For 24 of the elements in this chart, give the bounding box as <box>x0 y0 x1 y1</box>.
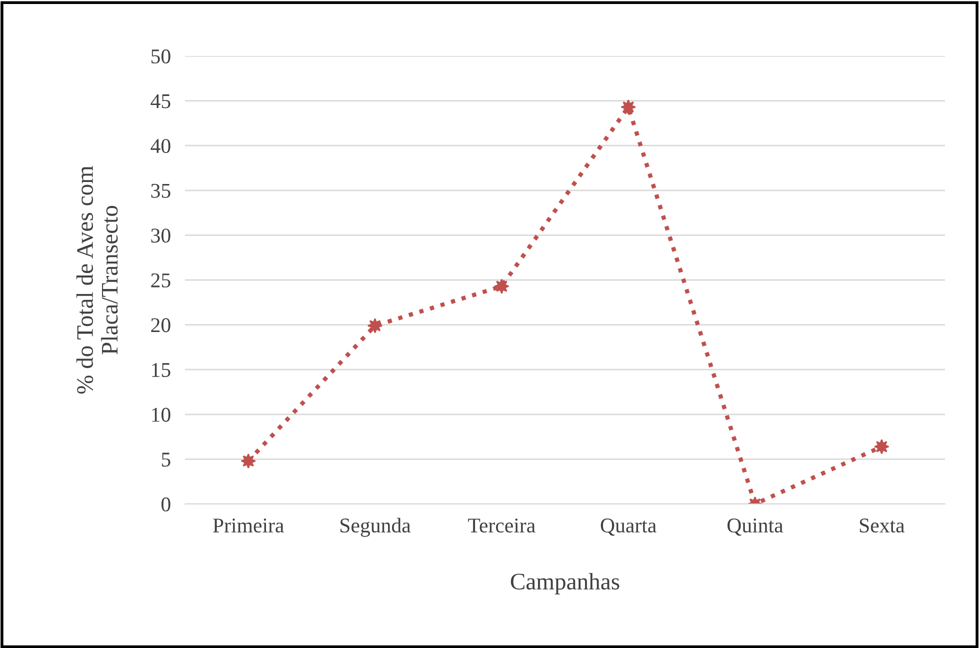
y-tick-label: 10 <box>152 408 170 422</box>
y-tick-label: 40 <box>150 138 170 154</box>
x-axis-title: Campanhas <box>510 572 620 594</box>
y-tick-label: 35 <box>151 184 170 198</box>
point <box>620 99 636 115</box>
x-tick-label: Primeira <box>213 518 284 533</box>
y-axis-title: % do Total de Aves com Placa/Transecto <box>76 166 118 394</box>
x-tick-label: Quarta <box>600 518 656 536</box>
y-tick-label: 5 <box>162 452 170 467</box>
x-tick-label: Quinta <box>728 518 784 536</box>
y-tick-label: 15 <box>152 363 170 378</box>
x-tick-label: Sexta <box>860 518 905 533</box>
y-tick-label: 20 <box>151 318 170 332</box>
y-tick-label: 0 <box>161 497 170 512</box>
point <box>494 278 510 294</box>
x-tick-label: Segunda <box>340 518 411 537</box>
point <box>874 439 890 454</box>
x-tick-label: Terceira <box>468 518 536 533</box>
y-tick-label: 45 <box>150 94 170 108</box>
point <box>367 318 383 334</box>
y-tick-label: 30 <box>151 228 170 243</box>
y-tick-label: 25 <box>151 273 170 288</box>
y-tick-label: 50 <box>151 49 170 64</box>
point <box>240 453 256 469</box>
